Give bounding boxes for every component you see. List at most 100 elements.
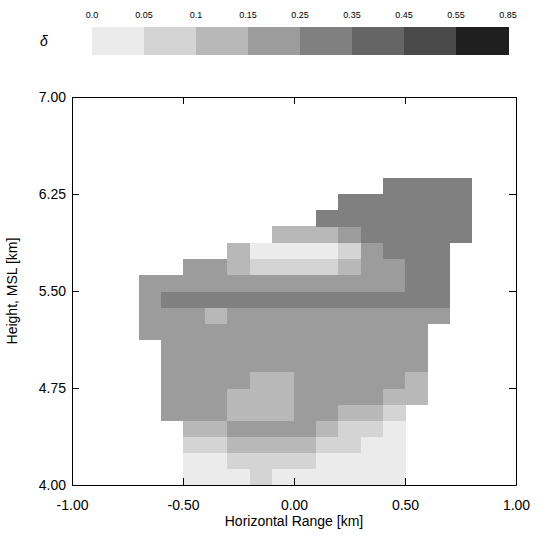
tick: 4.00	[39, 477, 79, 493]
cell	[427, 210, 450, 227]
cell	[205, 372, 228, 389]
colorbar-tick-label: 0.45	[395, 10, 413, 20]
colorbar-tick-label: 0.25	[291, 10, 309, 20]
cell	[316, 323, 339, 340]
cell	[405, 356, 428, 373]
cell	[183, 469, 206, 485]
cell	[383, 178, 406, 195]
colorbar-box	[456, 27, 509, 55]
cell	[338, 437, 361, 454]
cell	[361, 356, 384, 373]
cell	[205, 291, 228, 308]
tick-label: 0.50	[392, 497, 419, 513]
cell	[383, 437, 406, 454]
cell	[227, 275, 250, 292]
cell	[361, 437, 384, 454]
cell	[316, 307, 339, 324]
tick-mark	[509, 485, 516, 486]
cell	[161, 340, 184, 357]
cell	[227, 388, 250, 405]
cell	[227, 404, 250, 421]
colorbar-tick-label: 0.15	[239, 10, 257, 20]
cell	[250, 259, 273, 276]
cell	[250, 356, 273, 373]
cell	[183, 356, 206, 373]
y-axis-right	[509, 98, 517, 486]
cell	[405, 291, 428, 308]
cell	[205, 404, 228, 421]
tick: -0.50	[168, 478, 200, 513]
cell	[227, 356, 250, 373]
cell	[294, 307, 317, 324]
cell	[161, 323, 184, 340]
cell	[139, 323, 162, 340]
cell	[383, 291, 406, 308]
colorbar-tick-label: 0.05	[135, 10, 153, 20]
chart: -1.00-0.500.000.501.004.004.755.506.257.…	[0, 0, 551, 546]
cell	[294, 323, 317, 340]
cell	[250, 275, 273, 292]
cell	[250, 437, 273, 454]
cell	[427, 194, 450, 211]
tick-mark	[72, 97, 79, 98]
cell	[338, 372, 361, 389]
cell	[294, 275, 317, 292]
cell	[294, 437, 317, 454]
cell	[405, 259, 428, 276]
cell	[250, 388, 273, 405]
cell	[316, 437, 339, 454]
tick-label: 6.25	[39, 186, 66, 202]
cell	[338, 275, 361, 292]
cell	[338, 194, 361, 211]
cell	[294, 291, 317, 308]
cell	[361, 372, 384, 389]
colorbar-box	[196, 27, 249, 55]
cell	[338, 453, 361, 470]
colorbar-title: δ	[40, 33, 48, 49]
cell	[316, 210, 339, 227]
cell	[405, 243, 428, 260]
tick-label: 4.00	[39, 477, 66, 493]
tick	[183, 97, 184, 104]
tick-label: -1.00	[57, 497, 89, 513]
colorbar-box	[404, 27, 457, 55]
tick-mark	[509, 291, 516, 292]
cell	[294, 420, 317, 437]
tick: 0.00	[281, 478, 308, 513]
tick-mark	[509, 388, 516, 389]
cell	[294, 259, 317, 276]
cell	[227, 243, 250, 260]
cell	[449, 178, 472, 195]
cell	[227, 323, 250, 340]
cell	[316, 453, 339, 470]
cell	[205, 437, 228, 454]
cell	[427, 275, 450, 292]
cell	[361, 259, 384, 276]
cell	[361, 307, 384, 324]
tick-mark	[509, 97, 516, 98]
cell	[427, 307, 450, 324]
cell	[272, 323, 295, 340]
cell	[227, 259, 250, 276]
cell	[161, 404, 184, 421]
cell	[272, 356, 295, 373]
cell	[338, 404, 361, 421]
tick: 7.00	[39, 89, 79, 105]
cell	[383, 404, 406, 421]
cell	[205, 275, 228, 292]
tick-mark	[72, 291, 79, 292]
y-axis: 4.004.755.506.257.00	[39, 89, 79, 493]
tick	[509, 291, 516, 292]
cell	[361, 453, 384, 470]
cell	[205, 259, 228, 276]
y-axis-title: Height, MSL [km]	[4, 238, 20, 345]
cell	[294, 372, 317, 389]
cell	[338, 307, 361, 324]
cell	[227, 453, 250, 470]
cell	[405, 340, 428, 357]
cell	[338, 291, 361, 308]
cell	[272, 469, 295, 485]
cell	[227, 372, 250, 389]
cell	[383, 259, 406, 276]
cell	[294, 404, 317, 421]
